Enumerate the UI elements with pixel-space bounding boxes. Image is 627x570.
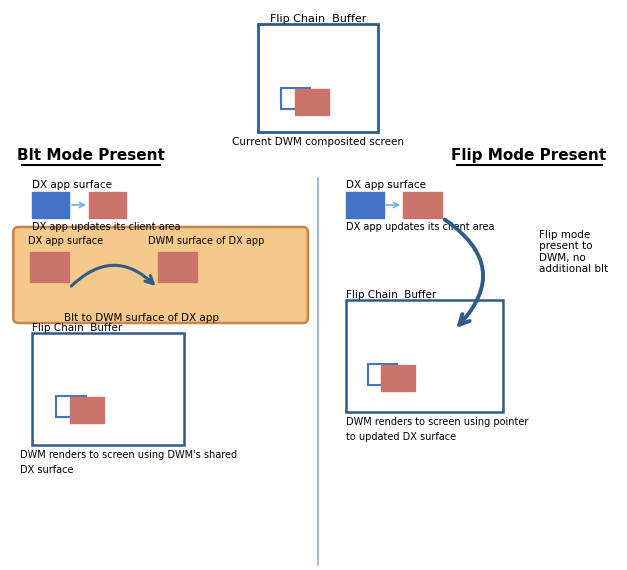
Text: DWM renders to screen using DWM's shared: DWM renders to screen using DWM's shared [20, 450, 238, 460]
Text: to updated DX surface: to updated DX surface [346, 432, 456, 442]
FancyBboxPatch shape [32, 333, 184, 445]
Text: Flip Chain  Buffer: Flip Chain Buffer [346, 290, 436, 300]
Text: DX app surface: DX app surface [32, 180, 112, 190]
FancyBboxPatch shape [32, 192, 70, 218]
Text: Flip Mode Present: Flip Mode Present [451, 148, 606, 163]
Text: Flip Chain  Buffer: Flip Chain Buffer [32, 323, 122, 333]
FancyBboxPatch shape [70, 397, 104, 423]
Text: Flip Chain  Buffer: Flip Chain Buffer [270, 14, 366, 24]
FancyBboxPatch shape [258, 24, 377, 132]
Text: DX app surface: DX app surface [28, 236, 103, 246]
FancyBboxPatch shape [13, 227, 308, 323]
Text: DX surface: DX surface [20, 465, 74, 475]
FancyBboxPatch shape [30, 252, 70, 282]
FancyBboxPatch shape [368, 364, 397, 385]
Text: Flip mode
present to
DWM, no
additional blt: Flip mode present to DWM, no additional … [539, 230, 608, 274]
Text: DX app updates its client area: DX app updates its client area [346, 222, 495, 232]
FancyBboxPatch shape [346, 192, 384, 218]
FancyBboxPatch shape [89, 192, 126, 218]
FancyBboxPatch shape [403, 192, 443, 218]
Text: Blt Mode Present: Blt Mode Present [17, 148, 165, 163]
FancyBboxPatch shape [56, 396, 86, 417]
FancyBboxPatch shape [282, 88, 310, 109]
FancyBboxPatch shape [295, 89, 329, 115]
Text: Blt to DWM surface of DX app: Blt to DWM surface of DX app [65, 313, 219, 323]
Text: DX app updates its client area: DX app updates its client area [32, 222, 181, 232]
Text: Current DWM composited screen: Current DWM composited screen [232, 137, 404, 147]
FancyBboxPatch shape [346, 300, 503, 412]
Text: DWM surface of DX app: DWM surface of DX app [148, 236, 264, 246]
Text: DWM renders to screen using pointer: DWM renders to screen using pointer [346, 417, 529, 427]
FancyBboxPatch shape [157, 252, 197, 282]
FancyBboxPatch shape [381, 365, 416, 390]
Text: DX app surface: DX app surface [346, 180, 426, 190]
